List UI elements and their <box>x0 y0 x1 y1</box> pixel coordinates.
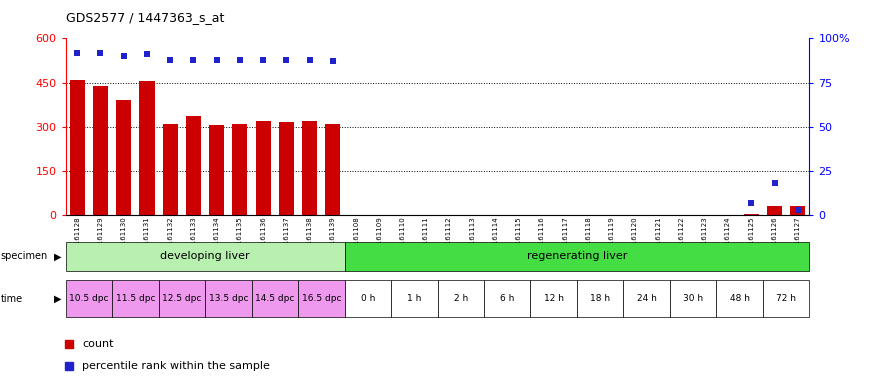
Bar <box>438 280 484 317</box>
Bar <box>744 214 759 215</box>
Bar <box>163 124 178 215</box>
Bar <box>205 280 252 317</box>
Text: 18 h: 18 h <box>590 294 610 303</box>
Text: 0 h: 0 h <box>360 294 375 303</box>
Bar <box>623 280 670 317</box>
Text: regenerating liver: regenerating liver <box>527 251 627 262</box>
Bar <box>255 121 270 215</box>
Bar <box>391 280 438 317</box>
Text: GDS2577 / 1447363_s_at: GDS2577 / 1447363_s_at <box>66 12 224 25</box>
Text: 10.5 dpc: 10.5 dpc <box>69 294 108 303</box>
Text: 12.5 dpc: 12.5 dpc <box>162 294 201 303</box>
Bar <box>209 125 224 215</box>
Bar <box>66 242 345 271</box>
Text: 2 h: 2 h <box>453 294 468 303</box>
Bar <box>345 242 809 271</box>
Text: 24 h: 24 h <box>637 294 656 303</box>
Text: 30 h: 30 h <box>683 294 704 303</box>
Bar <box>112 280 158 317</box>
Bar <box>577 280 623 317</box>
Text: 14.5 dpc: 14.5 dpc <box>255 294 295 303</box>
Bar <box>326 124 340 215</box>
Text: time: time <box>1 293 23 304</box>
Bar <box>302 121 318 215</box>
Text: 12 h: 12 h <box>543 294 564 303</box>
Bar <box>717 280 763 317</box>
Bar <box>116 100 131 215</box>
Bar <box>186 116 201 215</box>
Text: percentile rank within the sample: percentile rank within the sample <box>82 361 270 371</box>
Text: 16.5 dpc: 16.5 dpc <box>302 294 341 303</box>
Text: 72 h: 72 h <box>776 294 796 303</box>
Bar <box>767 206 782 215</box>
Text: 11.5 dpc: 11.5 dpc <box>116 294 155 303</box>
Bar <box>670 280 717 317</box>
Bar <box>233 124 248 215</box>
Bar <box>93 86 108 215</box>
Text: 6 h: 6 h <box>500 294 514 303</box>
Bar <box>763 280 809 317</box>
Text: specimen: specimen <box>1 251 48 262</box>
Text: ▶: ▶ <box>53 251 61 262</box>
Bar <box>158 280 205 317</box>
Bar <box>790 206 805 215</box>
Bar <box>139 81 155 215</box>
Text: developing liver: developing liver <box>160 251 250 262</box>
Text: count: count <box>82 339 114 349</box>
Bar <box>484 280 530 317</box>
Text: 13.5 dpc: 13.5 dpc <box>208 294 248 303</box>
Bar <box>345 280 391 317</box>
Text: 1 h: 1 h <box>407 294 422 303</box>
Bar <box>252 280 298 317</box>
Bar <box>70 79 85 215</box>
Text: ▶: ▶ <box>53 293 61 304</box>
Bar <box>66 280 112 317</box>
Bar <box>279 122 294 215</box>
Bar <box>298 280 345 317</box>
Text: 48 h: 48 h <box>730 294 750 303</box>
Bar <box>530 280 577 317</box>
